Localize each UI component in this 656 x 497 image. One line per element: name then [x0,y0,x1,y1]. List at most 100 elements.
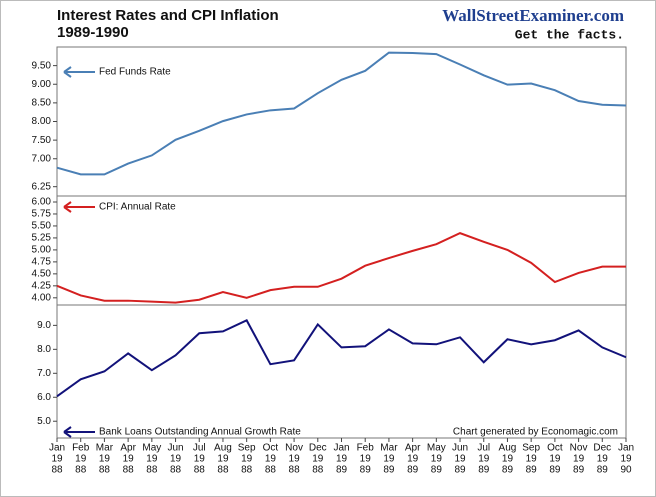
x-tick-label: 89 [478,465,490,476]
x-tick-label: Nov [285,443,303,454]
x-tick-label: Mar [380,443,398,454]
x-tick-label: 19 [289,454,301,465]
chart-title: Interest Rates and CPI Inflation [57,7,279,24]
x-tick-label: 89 [431,465,443,476]
x-tick-label: Jun [452,443,468,454]
x-tick-label: Apr [405,443,421,454]
x-tick-label: 19 [407,454,419,465]
y-tick-label: 8.0 [37,344,51,355]
y-tick-label: 8.50 [32,98,52,109]
x-tick-label: 88 [289,465,301,476]
x-tick-label: 19 [170,454,182,465]
y-tick-label: 4.75 [32,257,52,268]
y-tick-label: 6.0 [37,392,51,403]
x-tick-label: 88 [170,465,182,476]
x-tick-label: Jan [618,443,634,454]
x-tick-label: 19 [597,454,609,465]
y-tick-label: 6.00 [32,197,52,208]
y-tick-label: 5.00 [32,245,52,256]
x-tick-label: Feb [72,443,90,454]
x-tick-label: Dec [309,443,327,454]
brand: WallStreetExaminer.com [442,6,624,25]
x-tick-label: 89 [549,465,561,476]
x-tick-label: 19 [573,454,585,465]
x-tick-label: 88 [99,465,111,476]
x-tick-label: 89 [454,465,466,476]
x-tick-label: 19 [241,454,253,465]
x-tick-label: Feb [357,443,375,454]
series-line [56,319,627,398]
x-tick-label: 88 [265,465,277,476]
x-tick-label: 19 [526,454,538,465]
x-tick-label: 19 [336,454,348,465]
x-tick-label: 19 [549,454,561,465]
x-tick-label: 19 [51,454,63,465]
x-tick-label: Dec [593,443,611,454]
y-tick-label: 7.50 [32,135,52,146]
legend-label: Fed Funds Rate [99,67,171,78]
x-tick-label: 89 [407,465,419,476]
x-tick-label: Jul [477,443,490,454]
x-tick-label: 90 [620,465,632,476]
x-tick-label: 88 [123,465,135,476]
x-tick-label: 88 [146,465,158,476]
y-tick-label: 6.25 [32,181,52,192]
x-tick-label: 89 [383,465,395,476]
x-tick-label: 19 [99,454,111,465]
x-tick-label: May [427,443,446,454]
x-tick-label: Aug [214,443,232,454]
y-tick-label: 4.25 [32,280,52,291]
y-tick-label: 5.50 [32,221,52,232]
x-tick-label: 19 [265,454,277,465]
x-tick-label: Apr [120,443,136,454]
x-tick-label: 88 [51,465,63,476]
y-tick-label: 7.0 [37,368,51,379]
y-tick-label: 8.00 [32,116,52,127]
series-line [56,51,627,176]
tagline: Get the facts. [515,27,624,42]
legend-arrowhead [63,66,72,78]
x-tick-label: 19 [217,454,229,465]
x-tick-label: Jan [49,443,65,454]
x-tick-label: 89 [526,465,538,476]
x-tick-label: 19 [312,454,324,465]
x-tick-label: Jul [193,443,206,454]
x-tick-label: 19 [502,454,514,465]
y-tick-label: 5.75 [32,209,52,220]
x-tick-label: 88 [312,465,324,476]
y-tick-label: 7.00 [32,153,52,164]
legend-label: Bank Loans Outstanding Annual Growth Rat… [99,427,301,438]
x-tick-label: 19 [75,454,87,465]
legend-arrowhead [63,201,72,213]
y-tick-label: 9.0 [37,320,51,331]
x-tick-label: Sep [522,443,540,454]
y-tick-label: 9.00 [32,79,52,90]
x-tick-label: 88 [241,465,253,476]
x-tick-label: 19 [194,454,206,465]
y-tick-label: 9.50 [32,60,52,71]
x-tick-label: 88 [75,465,87,476]
x-tick-label: Mar [96,443,114,454]
x-tick-label: Jun [167,443,183,454]
x-tick-label: Sep [238,443,256,454]
chart-subtitle: 1989-1990 [57,24,129,41]
credit: Chart generated by Economagic.com [453,427,618,438]
y-tick-label: 4.00 [32,292,52,303]
x-tick-label: May [142,443,161,454]
y-tick-label: 5.0 [37,416,51,427]
x-tick-label: 19 [146,454,158,465]
x-tick-label: Aug [499,443,517,454]
x-tick-label: Oct [263,443,279,454]
x-tick-label: Jan [333,443,349,454]
y-tick-label: 4.50 [32,268,52,279]
x-tick-label: 19 [620,454,632,465]
x-tick-label: Oct [547,443,563,454]
x-tick-label: 89 [502,465,514,476]
x-tick-label: 88 [194,465,206,476]
x-tick-label: 88 [217,465,229,476]
x-tick-label: 89 [336,465,348,476]
legend-label: CPI: Annual Rate [99,202,176,213]
x-tick-label: 19 [431,454,443,465]
